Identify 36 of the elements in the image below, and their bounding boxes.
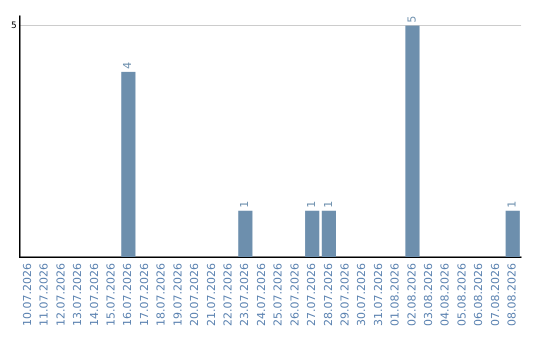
x-tick-label: 28.07.2026 [322,263,335,326]
x-tick-label: 19.07.2026 [171,263,184,326]
x-tick-label: 12.07.2026 [54,263,68,326]
x-tick-label: 05.08.2026 [455,263,468,326]
data-label: 5 [405,16,418,23]
x-tick-label: 31.07.2026 [372,263,385,326]
x-tick-label: 02.08.2026 [405,263,418,326]
x-tick-label: 26.07.2026 [288,263,302,326]
x-tick-label: 01.08.2026 [388,263,402,326]
x-tick-label: 25.07.2026 [272,263,285,326]
x-tick-label: 24.07.2026 [254,263,268,326]
data-label: 1 [322,200,335,208]
x-tick-label: 14.07.2026 [88,263,101,326]
x-tick-label: 04.08.2026 [438,263,452,326]
x-tick-label: 18.07.2026 [154,263,168,326]
x-tick-label: 15.07.2026 [104,263,118,326]
x-tick-label: 10.07.2026 [20,263,34,326]
data-label: 1 [305,200,318,208]
x-tick-label: 07.08.2026 [488,263,502,326]
x-tick-label: 27.07.2026 [305,263,318,326]
x-tick-label: 06.08.2026 [472,263,486,326]
data-label: 1 [238,200,252,208]
x-tick-label: 21.07.2026 [204,263,218,326]
data-label: 1 [506,200,519,208]
x-tick-label: 11.07.2026 [38,263,51,326]
x-tick-label: 29.07.2026 [338,263,352,326]
x-tick-label: 03.08.2026 [422,263,436,326]
x-tick-label: 17.07.2026 [138,263,151,326]
x-tick-label: 13.07.2026 [71,263,84,326]
data-label: 4 [121,62,134,69]
x-tick-label: 30.07.2026 [355,263,368,326]
x-tick-label: 23.07.2026 [238,263,252,326]
x-tick-label: 08.08.2026 [506,263,519,326]
x-tick-label: 22.07.2026 [221,263,234,326]
x-tick-label: 20.07.2026 [188,263,202,326]
x-tick-label: 16.07.2026 [121,263,134,326]
